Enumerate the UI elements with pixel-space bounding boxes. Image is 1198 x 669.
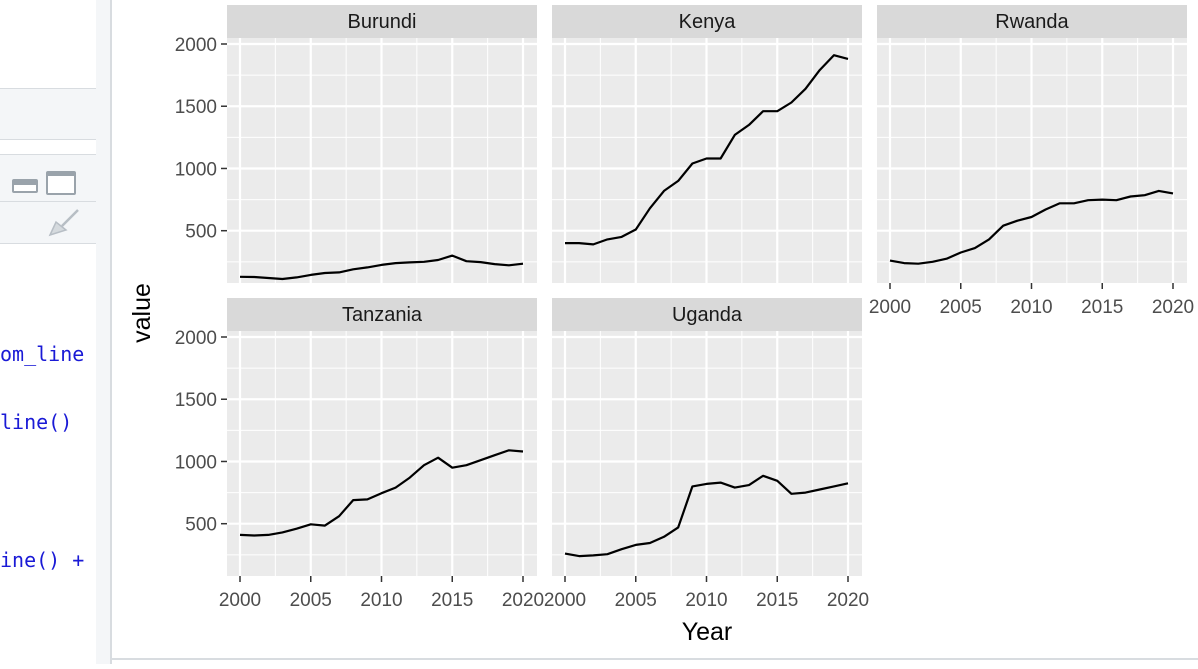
x-tick-label: 2005 [290, 590, 332, 611]
pane-divider [110, 0, 112, 664]
code-line[interactable]: om_line [0, 342, 85, 366]
y-tick-label: 1000 [175, 159, 217, 180]
y-tick-label: 1000 [175, 452, 217, 473]
plot-area: Burundi 500 1000 1500 2000 Kenya Rwanda 2000 200… [112, 0, 1198, 664]
x-tick-label: 2010 [685, 590, 727, 611]
x-tick-label: 2020 [827, 590, 869, 611]
facet-strip-label: Kenya [679, 11, 737, 33]
x-axis-title: Year [682, 618, 733, 646]
facet-strip [877, 5, 1187, 38]
x-tick-label: 2010 [360, 590, 402, 611]
plot-bottom-border [112, 658, 1198, 660]
minimize-pane-icon[interactable] [12, 179, 38, 193]
x-tick-label: 2015 [431, 590, 473, 611]
x-tick-label: 2000 [219, 590, 261, 611]
code-line[interactable]: ine() + [0, 548, 85, 572]
facet-strip [227, 298, 537, 331]
x-tick-label: 2015 [756, 590, 798, 611]
y-axis-title: value [128, 283, 156, 343]
y-tick-label: 1500 [175, 390, 217, 411]
facet-uganda: Uganda 2000 2005 2010 2015 2020 [544, 298, 869, 611]
y-tick-label: 500 [185, 222, 217, 243]
facet-strip [227, 5, 537, 38]
x-tick-label: 2005 [615, 590, 657, 611]
x-tick-label: 2020 [1152, 297, 1194, 318]
facet-strip-label: Tanzania [342, 304, 423, 326]
facet-tanzania: Tanzania 500 1000 1500 2000 2000 2005 2010 2015 2… [175, 298, 544, 611]
facet-strip-label: Burundi [348, 11, 417, 33]
broom-clear-icon[interactable] [46, 207, 82, 237]
y-tick-label: 2000 [175, 328, 217, 349]
faceted-line-chart: Burundi 500 1000 1500 2000 Kenya Rwanda 2000 200… [128, 5, 1194, 646]
y-tick-label: 500 [185, 515, 217, 536]
y-tick-label: 1500 [175, 97, 217, 118]
x-tick-label: 2000 [544, 590, 586, 611]
pane-splitter[interactable] [96, 0, 110, 664]
facet-rwanda: Rwanda 2000 2005 2010 2015 2020 [869, 5, 1194, 318]
facet-burundi: Burundi 500 1000 1500 2000 [175, 5, 537, 283]
x-tick-label: 2005 [940, 297, 982, 318]
code-editor-pane[interactable]: om_line line() ine() + [0, 0, 98, 664]
pane-header [0, 154, 96, 244]
series-line-kenya [565, 54, 849, 246]
code-line[interactable]: line() [0, 410, 73, 434]
facet-strip-label: Rwanda [995, 11, 1069, 33]
maximize-pane-icon[interactable] [46, 171, 76, 195]
x-tick-label: 2010 [1010, 297, 1052, 318]
series-line-rwanda [889, 189, 1174, 265]
facet-strip [552, 298, 862, 331]
y-tick-label: 2000 [175, 35, 217, 56]
series-line-burundi [239, 254, 524, 281]
editor-toolbar-band [0, 88, 96, 140]
facet-kenya: Kenya [552, 5, 862, 283]
x-tick-label: 2020 [502, 590, 544, 611]
x-tick-label: 2000 [869, 297, 911, 318]
x-tick-label: 2015 [1081, 297, 1123, 318]
facet-strip-label: Uganda [672, 304, 743, 326]
series-line-tanzania [239, 449, 524, 537]
series-line-uganda [564, 474, 849, 558]
facet-strip [552, 5, 862, 38]
